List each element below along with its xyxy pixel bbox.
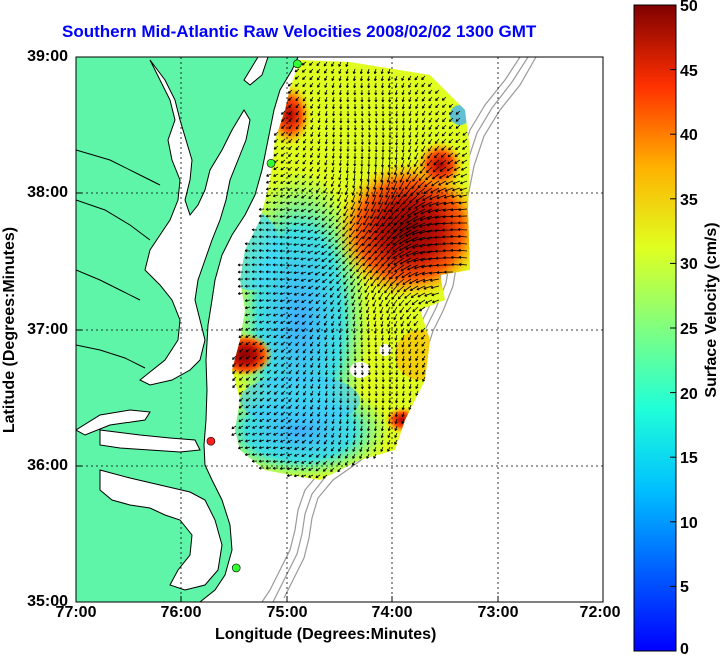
y-tick-label: 37:00: [27, 321, 68, 338]
colorbar-tick-label: 50: [680, 0, 698, 15]
colorbar-tick-label: 25: [680, 321, 698, 338]
y-tick-label: 36:00: [27, 457, 68, 474]
colorbar: [633, 4, 677, 652]
radar-station-marker: [266, 158, 276, 168]
radar-station-marker: [206, 436, 216, 446]
axis-ticks: [76, 192, 499, 602]
y-tick-label: 38:00: [27, 184, 68, 201]
velocity-arrows: [231, 61, 468, 479]
radar-station-marker: [293, 59, 302, 69]
colorbar-ticks: [670, 4, 676, 652]
colorbar-tick-label: 35: [680, 191, 698, 209]
x-tick-label: 76:00: [160, 604, 202, 621]
colorbar-tick-label: 15: [680, 450, 698, 468]
x-tick-label: 74:00: [371, 604, 413, 621]
colorbar-label: Surface Velocity (cm/s): [703, 222, 720, 398]
x-tick-label: 72:00: [579, 604, 621, 621]
colorbar-tick-label: 10: [680, 514, 698, 532]
y-tick-label: 39:00: [27, 48, 68, 65]
radar-station-marker: [231, 563, 241, 573]
velocity-arrow-set: [231, 61, 468, 479]
colorbar-tick-label: 20: [680, 385, 698, 403]
colorbar-tick-label: 5: [680, 579, 689, 597]
map-title: Southern Mid-Atlantic Raw Velocities 200…: [62, 22, 537, 41]
x-tick-label: 73:00: [477, 604, 519, 621]
colorbar-tick-label: 0: [680, 641, 689, 658]
x-tick-label: 75:00: [266, 604, 308, 621]
colorbar-tick-label: 40: [680, 127, 698, 145]
x-tick-label: 77:00: [55, 604, 97, 621]
pamlico-sound: [99, 469, 223, 591]
colorbar-tick-label: 30: [680, 256, 698, 274]
y-tick-label: 35:00: [27, 593, 68, 610]
grid-lines: [76, 57, 603, 602]
colorbar-tick-label: 45: [680, 62, 698, 80]
x-axis-label: Longitude (Degrees:Minutes): [215, 626, 437, 643]
y-axis-label: Latitude (Degrees:Minutes): [1, 226, 18, 434]
chesapeake-bay: [139, 59, 251, 386]
radar-stations: [206, 59, 302, 573]
